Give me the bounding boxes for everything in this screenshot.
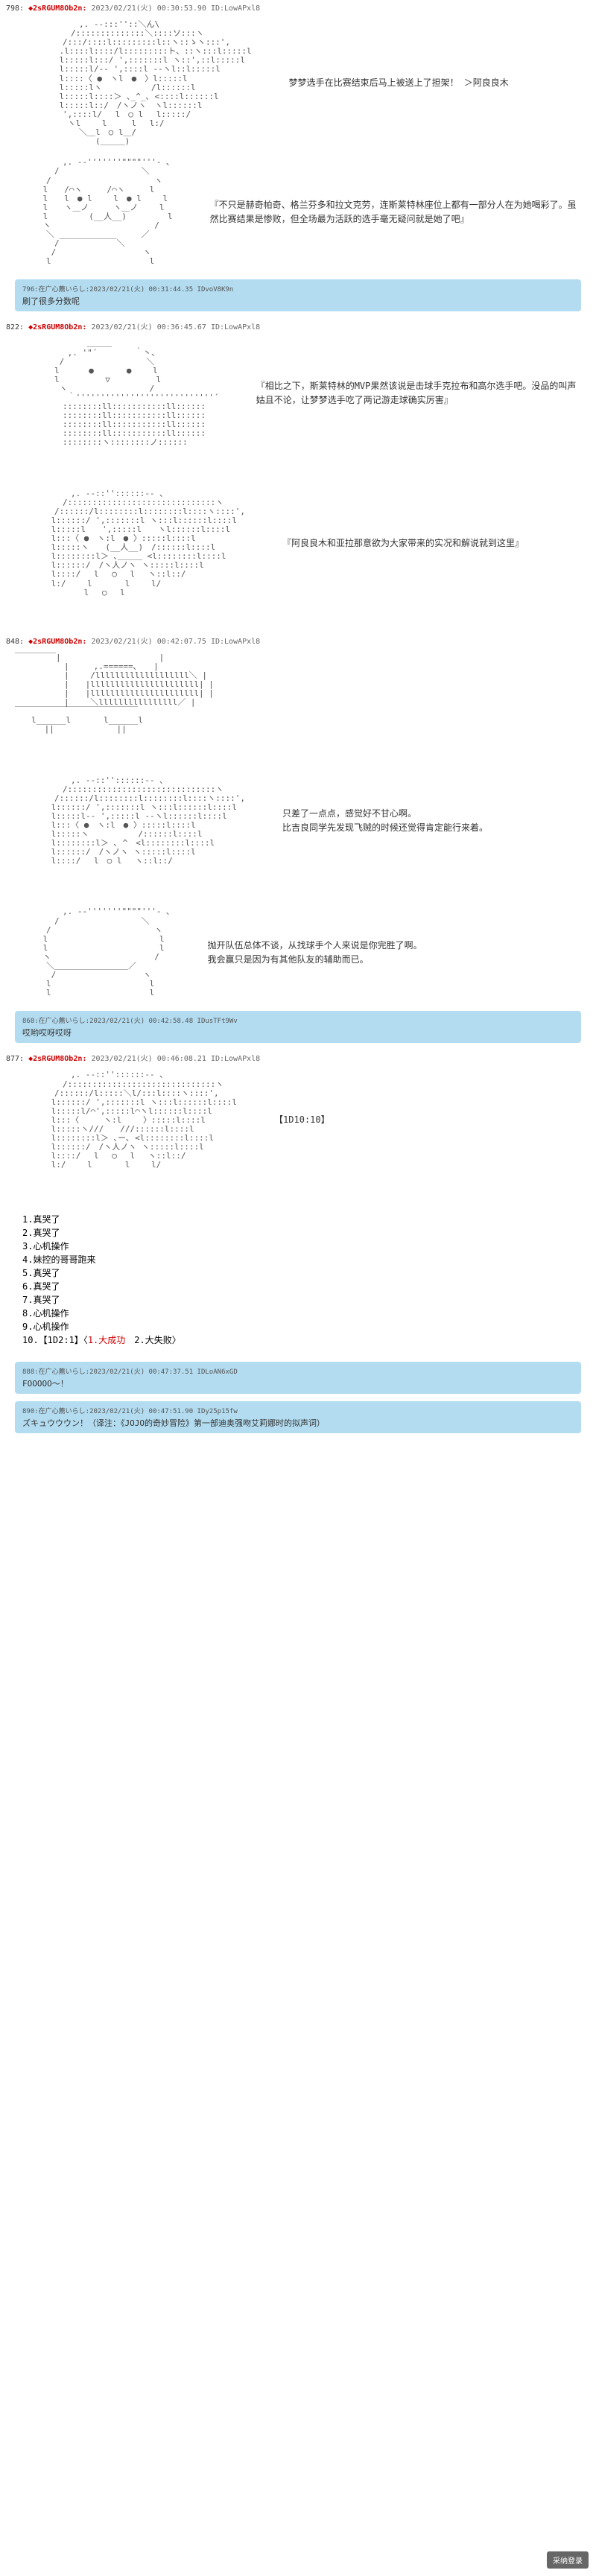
dice-option: 2.真哭了 (22, 1226, 574, 1240)
reply-header: 796:在广心薦いらし:2023/02/21(火) 00:31:44.35 ID… (22, 284, 574, 294)
dice-option: 1.真哭了 (22, 1213, 574, 1226)
content-row: ,. -‐:::''::＼ん\ /::::::::::::::＼::::ソ:::… (0, 14, 596, 152)
reply-box: 890:在广心薦いらし:2023/02/21(火) 00:47:51.90 ID… (15, 1401, 581, 1433)
post-header: 877: ◆2sRGUM8Ob2n: 2023/02/21(火) 00:46:0… (0, 1050, 596, 1065)
dice-option: 9.心机操作 (22, 1320, 574, 1333)
dice-option: 4.妹控的哥哥跑来 (22, 1253, 574, 1266)
dice-final: 10.【1D2:1】〈1.大成功 2.大失败〉 (22, 1333, 574, 1347)
dice-option: 6.真哭了 (22, 1280, 574, 1293)
post-id: ◆2sRGUM8Ob2n: (28, 638, 86, 646)
reply-text: ズキュウウウン！（译注：《JOJO的奇妙冒险》第一部迪奥强吻艾莉娜时的拟声词） (22, 1417, 574, 1429)
dice-roll: 【1D10:10】 (252, 1113, 330, 1127)
dialogue-text: 只差了一点点，感觉好不甘心啊。 比吉良同学先发现飞贼的时候还觉得肯定能行来着。 (260, 807, 488, 835)
post-num: 822: (6, 323, 24, 331)
post-id: ◆2sRGUM8Ob2n: (28, 323, 86, 331)
ascii-art-room: ￣￣￣￣￣| | | ,.======､ | | /llllllllllllll… (0, 647, 596, 740)
post-header: 848: ◆2sRGUM8Ob2n: 2023/02/21(火) 00:42:0… (0, 633, 596, 647)
dice-success: 1.大成功 (88, 1335, 125, 1345)
reply-box: 868:在广心薦いらし:2023/02/21(火) 00:42:58.48 ID… (15, 1011, 581, 1043)
ascii-art-character: ,. -‐'''''''""""'''- ､ / ＼ / ヽ l /⌒ヽ /⌒ヽ… (15, 152, 188, 272)
ascii-art-character: ＿＿＿ ,. '"´ ｀丶、 / ＼ l ● ● l l ▽ l ヽ / ｀''… (15, 333, 234, 453)
dice-option: 3.心机操作 (22, 1240, 574, 1253)
dice-option: 8.心机操作 (22, 1307, 574, 1320)
content-row: ,. -‐::''::::::‐- ､ /:::::::::::::::::::… (0, 483, 596, 603)
content-row: ,. -‐'''''''""""'''- ､ / ＼ / ヽ l /⌒ヽ /⌒ヽ… (0, 152, 596, 272)
dialogue-text: 抛开队伍总体不谈，从找球手个人来说是你完胜了啊。 我会赢只是因为有其他队友的辅助… (186, 939, 422, 967)
ascii-art-character: ,. -‐::''::::::‐- ､ /:::::::::::::::::::… (15, 1065, 252, 1176)
dialogue-text: 『不只是赫奇帕奇、格兰芬多和拉文克劳，连斯莱特林座位上都有一部分人在为她喝彩了。… (188, 198, 581, 226)
scroll-button[interactable]: 采纳登录 (547, 2551, 589, 2569)
reply-box: 796:在广心薦いらし:2023/02/21(火) 00:31:44.35 ID… (15, 279, 581, 311)
post-header: 822: ◆2sRGUM8Ob2n: 2023/02/21(火) 00:36:4… (0, 319, 596, 333)
post-timestamp: 2023/02/21(火) 00:46:08.21 ID:LowAPxl8 (91, 1055, 260, 1063)
dice-option: 5.真哭了 (22, 1266, 574, 1280)
dice-fail: 2.大失败〉 (125, 1335, 180, 1345)
content-row: ,. -‐'''''''""""'''- ､ / ＼ / ヽ l l l l ヽ… (0, 901, 596, 1003)
post-timestamp: 2023/02/21(火) 00:36:45.67 ID:LowAPxl8 (91, 323, 260, 331)
reply-box: 888:在广心薦いらし:2023/02/21(火) 00:47:37.51 ID… (15, 1362, 581, 1394)
post-id: ◆2sRGUM8Ob2n: (28, 1055, 86, 1063)
post-timestamp: 2023/02/21(火) 00:30:53.90 ID:LowAPxl8 (91, 4, 260, 13)
dice-last: 10.【1D2:1】〈 (22, 1335, 88, 1345)
dialogue-text: 『相比之下，斯莱特林的MVP果然该说是击球手克拉布和高尔选手吧。没品的叫声姑且不… (234, 379, 581, 407)
dialogue-text: 『阿良良木和亚拉那意欲为大家带来的实况和解说就到这里』 (260, 536, 524, 551)
dice-options: 1.真哭了 2.真哭了 3.心机操作 4.妹控的哥哥跑来 5.真哭了 6.真哭了… (0, 1205, 596, 1354)
reply-header: 868:在广心薦いらし:2023/02/21(火) 00:42:58.48 ID… (22, 1015, 574, 1025)
post-id: ◆2sRGUM8Ob2n: (28, 4, 86, 13)
content-row: ,. -‐::''::::::‐- ､ /:::::::::::::::::::… (0, 770, 596, 872)
content-row: ＿＿＿ ,. '"´ ｀丶、 / ＼ l ● ● l l ▽ l ヽ / ｀''… (0, 333, 596, 453)
reply-text: 刷了很多分数呢 (22, 295, 574, 307)
ascii-art-character: ,. -‐'''''''""""'''- ､ / ＼ / ヽ l l l l ヽ… (15, 901, 186, 1003)
dialogue-text: 梦梦选手在比赛结束后马上被送上了担架！ ＞阿良良木 (267, 76, 509, 90)
content-row: ,. -‐::''::::::‐- ､ /:::::::::::::::::::… (0, 1065, 596, 1176)
reply-text: FOOOOO～！ (22, 1377, 574, 1389)
ascii-art-character: ,. -‐:::''::＼ん\ /::::::::::::::＼::::ソ:::… (15, 14, 267, 152)
post-timestamp: 2023/02/21(火) 00:42:07.75 ID:LowAPxl8 (91, 638, 260, 646)
reply-header: 890:在广心薦いらし:2023/02/21(火) 00:47:51.90 ID… (22, 1406, 574, 1415)
post-num: 848: (6, 638, 24, 646)
reply-header: 888:在广心薦いらし:2023/02/21(火) 00:47:37.51 ID… (22, 1366, 574, 1376)
ascii-art-character: ,. -‐::''::::::‐- ､ /:::::::::::::::::::… (15, 483, 260, 603)
post-num: 877: (6, 1055, 24, 1063)
dice-option: 7.真哭了 (22, 1293, 574, 1307)
reply-text: 哎哟哎呀哎呀 (22, 1027, 574, 1038)
ascii-art-character: ,. -‐::''::::::‐- ､ /:::::::::::::::::::… (15, 770, 260, 872)
post-num: 798: (6, 4, 24, 13)
post-header: 798: ◆2sRGUM8Ob2n: 2023/02/21(火) 00:30:5… (0, 0, 596, 14)
